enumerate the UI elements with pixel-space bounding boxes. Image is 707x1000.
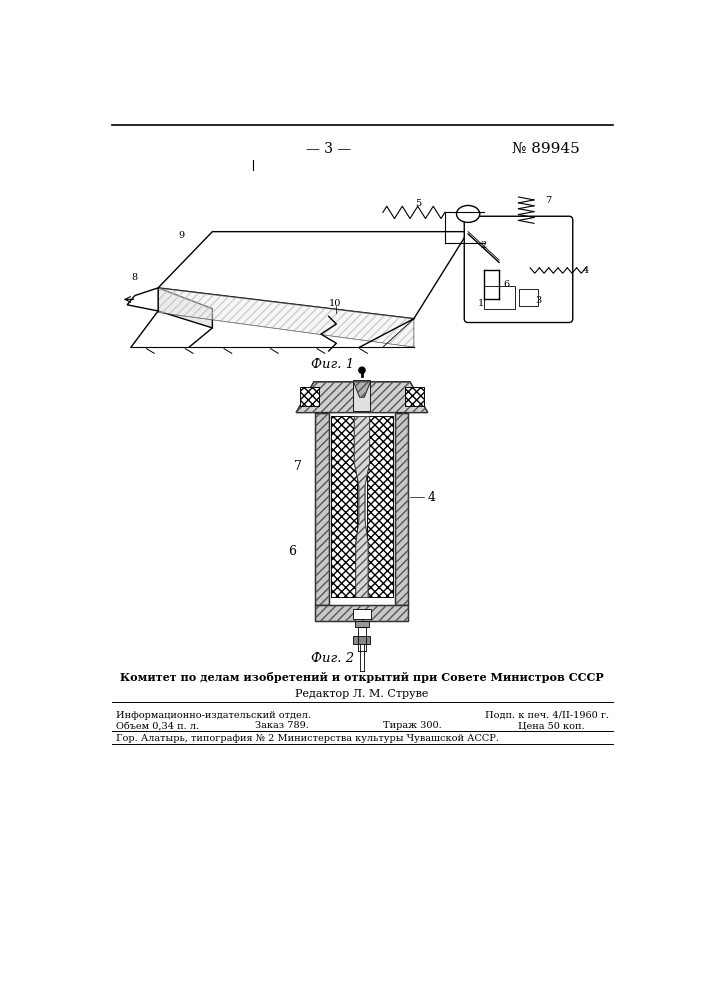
- Polygon shape: [158, 232, 468, 319]
- Bar: [353, 609, 371, 619]
- Text: 7: 7: [546, 196, 552, 205]
- Text: Редактор Л. М. Струве: Редактор Л. М. Струве: [296, 689, 428, 699]
- Bar: [354, 636, 370, 644]
- Text: 4: 4: [583, 266, 589, 275]
- Polygon shape: [158, 288, 414, 347]
- Ellipse shape: [457, 205, 480, 222]
- Polygon shape: [354, 416, 370, 597]
- Text: 6: 6: [503, 280, 509, 289]
- Text: 8: 8: [132, 273, 138, 282]
- Bar: [404, 387, 424, 406]
- Text: — 3 —: — 3 —: [306, 142, 351, 156]
- Text: Тираж 300.: Тираж 300.: [383, 721, 442, 730]
- FancyBboxPatch shape: [464, 216, 573, 323]
- Text: Гор. Алатырь, типография № 2 Министерства культуры Чувашской АССР.: Гор. Алатырь, типография № 2 Министерств…: [115, 734, 498, 743]
- Text: Комитет по делам изобретений и открытий при Совете Министров СССР: Комитет по делам изобретений и открытий …: [120, 672, 604, 683]
- Text: 5: 5: [415, 199, 421, 208]
- Text: Объем 0,34 п. л.: Объем 0,34 п. л.: [115, 721, 199, 730]
- Polygon shape: [354, 382, 370, 397]
- Bar: [368, 416, 393, 597]
- Bar: [315, 605, 409, 620]
- Bar: [300, 387, 320, 406]
- Bar: [368, 416, 393, 597]
- Text: Цена 50 коп.: Цена 50 коп.: [518, 721, 585, 730]
- Text: № 89945: № 89945: [512, 142, 580, 156]
- Text: Подп. к печ. 4/II-1960 г.: Подп. к печ. 4/II-1960 г.: [485, 711, 609, 720]
- Bar: [315, 413, 329, 605]
- Polygon shape: [296, 382, 428, 413]
- Bar: [484, 286, 515, 309]
- Polygon shape: [127, 288, 158, 311]
- Text: 1: 1: [477, 299, 484, 308]
- Polygon shape: [158, 288, 212, 328]
- Circle shape: [359, 367, 365, 373]
- Bar: [404, 387, 424, 406]
- Bar: [518, 289, 538, 306]
- Text: Заказ 789.: Заказ 789.: [255, 721, 309, 730]
- Text: Информационно-издательский отдел.: Информационно-издательский отдел.: [115, 711, 310, 720]
- Bar: [315, 413, 329, 605]
- Text: 4: 4: [428, 491, 436, 504]
- Text: 7: 7: [294, 460, 303, 473]
- Text: Фиг. 1: Фиг. 1: [311, 358, 354, 371]
- Text: 6: 6: [288, 545, 296, 558]
- Text: Фиг. 2: Фиг. 2: [311, 652, 354, 666]
- Bar: [315, 605, 409, 620]
- Bar: [354, 380, 370, 411]
- Bar: [395, 413, 409, 605]
- Bar: [395, 413, 409, 605]
- Bar: [331, 416, 356, 597]
- Text: 9: 9: [178, 231, 185, 240]
- Text: 2: 2: [481, 241, 486, 250]
- Bar: [300, 387, 320, 406]
- Text: 10: 10: [329, 299, 341, 308]
- Text: 3: 3: [534, 296, 541, 305]
- Bar: [355, 620, 369, 627]
- Bar: [331, 416, 356, 597]
